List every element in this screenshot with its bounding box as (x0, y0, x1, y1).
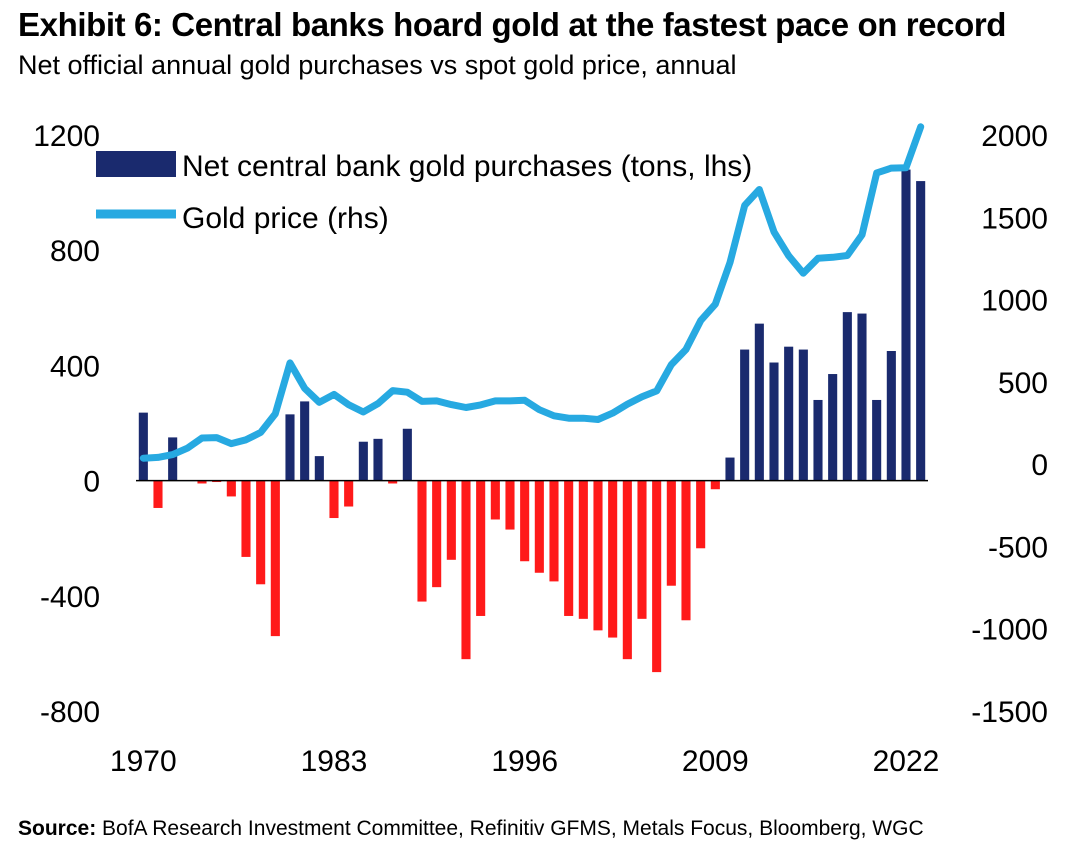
chart-title: Exhibit 6: Central banks hoard gold at t… (18, 6, 1007, 43)
left-axis: 1200 800 400 0 -400 -800 (33, 120, 100, 729)
bar-1999 (564, 480, 574, 616)
gold-chart: 1200 800 400 0 -400 -800 2000 1500 1000 500 0 -500… (33, 120, 1048, 778)
bar-1987 (388, 480, 398, 484)
bar-2014 (784, 346, 794, 481)
gold-price-line (139, 123, 925, 462)
right-tick-label: 2000 (981, 120, 1048, 153)
right-tick-label: -500 (988, 531, 1048, 564)
bar-2011 (740, 349, 750, 481)
bar-1970 (138, 412, 148, 481)
bar-2001 (593, 480, 603, 631)
legend-label-purchases: Net central bank gold purchases (tons, l… (182, 150, 752, 183)
x-tick-label: 2009 (682, 745, 749, 778)
bar-1977 (241, 480, 251, 557)
bar-2019 (857, 313, 867, 481)
bar-2022 (901, 169, 911, 481)
bar-1984 (344, 480, 354, 507)
bar-2023 (916, 181, 926, 481)
x-axis: 1970 1983 1996 2009 2022 (110, 745, 939, 778)
bar-1985 (358, 441, 368, 481)
bar-2008 (696, 480, 706, 549)
bar-1971 (153, 480, 163, 508)
legend-label-gold-price: Gold price (rhs) (182, 202, 389, 235)
bar-1974 (197, 480, 207, 484)
bar-2021 (886, 351, 896, 481)
left-tick-label: 800 (50, 235, 100, 268)
legend: Net central bank gold purchases (tons, l… (96, 150, 752, 235)
bar-1980 (285, 414, 295, 481)
left-tick-label: 0 (83, 466, 100, 499)
bar-1994 (490, 480, 500, 520)
right-tick-label: 1000 (981, 285, 1048, 318)
source-label: Source: (18, 817, 97, 840)
bar-2016 (813, 399, 823, 481)
bar-1992 (461, 480, 471, 660)
x-tick-label: 1996 (491, 745, 558, 778)
bar-2010 (725, 457, 735, 481)
left-tick-label: -400 (40, 581, 100, 614)
source-note: Source: BofA Research Investment Committ… (18, 817, 924, 841)
bar-2017 (828, 374, 838, 481)
right-tick-label: -1000 (971, 614, 1048, 647)
bar-1988 (402, 428, 412, 481)
bar-1983 (329, 480, 339, 519)
bar-1979 (270, 480, 280, 637)
bar-1986 (373, 438, 383, 481)
bar-1996 (520, 480, 530, 562)
chart-subtitle: Net official annual gold purchases vs sp… (18, 50, 737, 80)
bar-2004 (637, 480, 647, 619)
bar-2007 (681, 480, 691, 621)
bar-1972 (168, 437, 178, 481)
bar-1976 (226, 480, 236, 497)
bar-1990 (432, 480, 442, 588)
bar-2000 (578, 480, 588, 619)
bar-2009 (710, 480, 720, 490)
bar-2006 (666, 480, 676, 586)
bar-2013 (769, 362, 779, 481)
legend-swatch-purchases (96, 151, 176, 177)
bar-1981 (300, 401, 310, 481)
x-tick-label: 1983 (301, 745, 368, 778)
bar-1989 (417, 480, 427, 602)
right-tick-label: -1500 (971, 696, 1048, 729)
bar-1982 (314, 456, 324, 481)
x-tick-label: 1970 (110, 745, 177, 778)
bar-1995 (505, 480, 515, 530)
bar-1978 (256, 480, 266, 585)
bar-2018 (842, 312, 852, 481)
bar-2002 (608, 480, 618, 638)
bar-2015 (798, 349, 808, 481)
bar-2003 (622, 480, 632, 660)
right-tick-label: 0 (1031, 449, 1048, 482)
bar-2005 (652, 480, 662, 673)
right-tick-label: 1500 (981, 202, 1048, 235)
left-tick-label: 400 (50, 350, 100, 383)
bar-2012 (754, 323, 764, 481)
left-tick-label: 1200 (33, 120, 100, 153)
bar-1991 (446, 480, 456, 560)
bar-1993 (476, 480, 486, 616)
right-tick-label: 500 (998, 367, 1048, 400)
bar-2020 (872, 399, 882, 481)
source-text: BofA Research Investment Committee, Refi… (96, 817, 924, 840)
bar-1998 (549, 480, 559, 582)
bar-series (138, 169, 926, 673)
right-axis: 2000 1500 1000 500 0 -500 -1000 -1500 (971, 120, 1048, 729)
left-tick-label: -800 (40, 696, 100, 729)
x-tick-label: 2022 (873, 745, 940, 778)
bar-1997 (534, 480, 544, 573)
